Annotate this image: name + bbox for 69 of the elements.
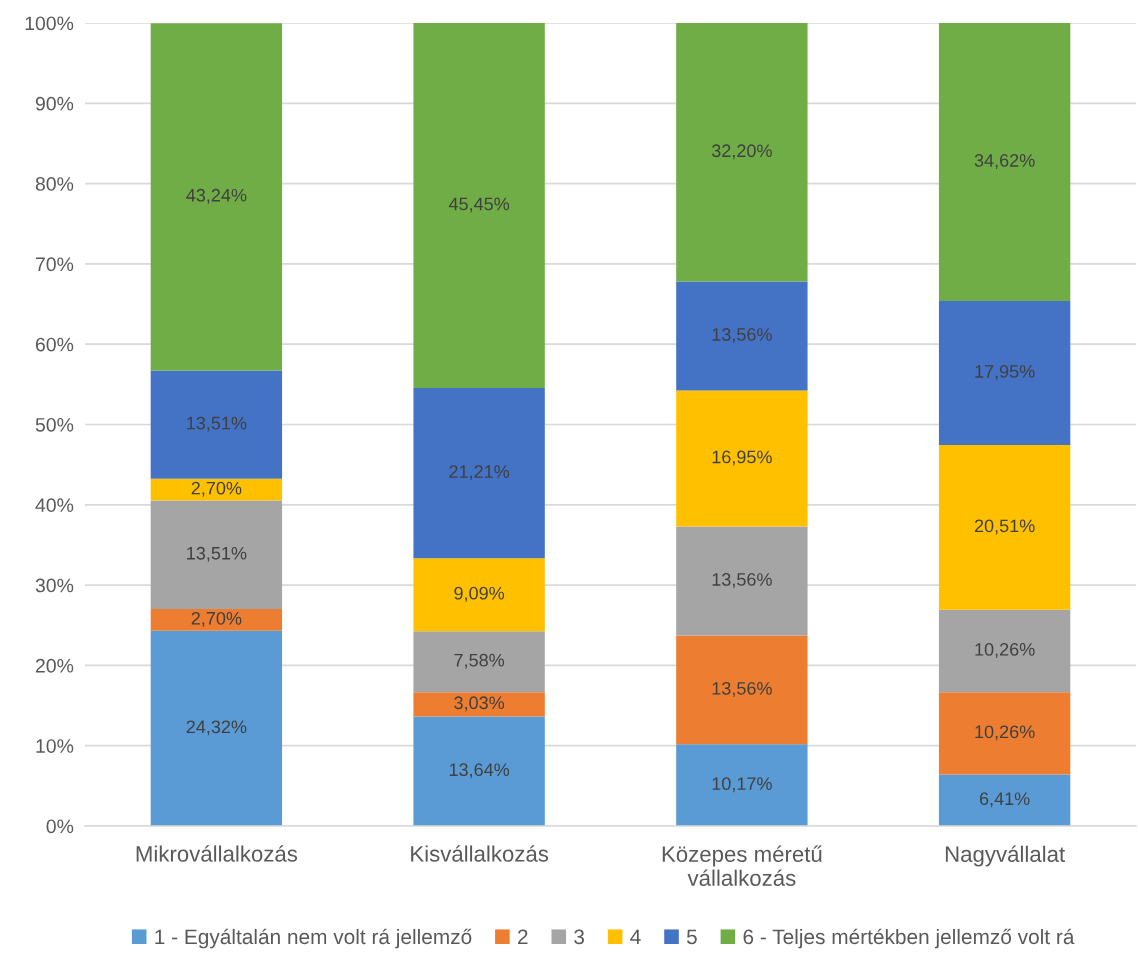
bar — [676, 635, 808, 745]
data-label: 13,56% — [712, 681, 772, 697]
bar — [676, 390, 808, 527]
legend-label: 5 — [686, 929, 697, 945]
x-tick-label: Közepes méretű vállalkozás — [662, 845, 822, 886]
y-tick-label: 80% — [35, 177, 74, 191]
x-tick-label: Nagyvállalat — [945, 845, 1065, 867]
data-label: 13,56% — [712, 573, 772, 588]
data-label: 10,17% — [712, 777, 772, 793]
bar — [938, 692, 1071, 775]
data-label: 17,95% — [975, 365, 1035, 380]
legend-label: 6 - Teljes mértékben jellemző volt rá — [743, 928, 1075, 949]
legend-label: 2 — [518, 929, 528, 945]
legend-label: 1 - Egyáltalán nem volt rá jellemző — [155, 928, 472, 949]
data-label: 9,09% — [454, 586, 505, 602]
bar — [413, 631, 545, 693]
data-label: 7,58% — [454, 653, 505, 669]
bar — [676, 744, 808, 826]
y-tick-label: 90% — [35, 96, 74, 111]
y-tick-label: 70% — [35, 257, 74, 272]
y-tick-label: 0% — [46, 819, 74, 834]
y-tick-label: 40% — [35, 498, 74, 513]
data-label: 45,45% — [448, 197, 510, 213]
bar — [413, 387, 545, 559]
data-label: 43,24% — [186, 188, 247, 204]
y-tick-label: 20% — [35, 658, 74, 673]
bar — [150, 23, 283, 371]
y-tick-label: 100% — [25, 16, 74, 31]
bar — [150, 500, 283, 610]
data-label: 3,03% — [454, 696, 505, 712]
data-label: 6,41% — [979, 792, 1030, 808]
bar — [413, 558, 545, 632]
bar — [938, 23, 1071, 301]
data-label: 13,51% — [187, 546, 247, 562]
bar — [150, 478, 283, 501]
data-label: 24,32% — [186, 720, 247, 736]
data-label: 2,70% — [191, 481, 242, 497]
bar — [676, 526, 808, 636]
x-tick-label: Kisvállalkozás — [411, 845, 549, 862]
bar — [150, 370, 283, 479]
bar — [150, 630, 283, 826]
data-label: 16,95% — [712, 450, 772, 466]
data-label: 2,70% — [191, 611, 242, 627]
data-label: 32,20% — [711, 144, 772, 160]
data-label: 34,62% — [974, 154, 1035, 169]
legend-label: 3 — [574, 929, 585, 945]
data-label: 20,51% — [974, 519, 1035, 535]
data-label: 13,64% — [449, 763, 510, 779]
legend-label: 4 — [630, 929, 641, 945]
bar — [676, 23, 808, 282]
data-label: 10,26% — [975, 643, 1035, 658]
y-tick-label: 50% — [35, 417, 74, 432]
bar — [938, 300, 1071, 446]
x-tick-label: Mikrovállalkozás — [136, 845, 298, 862]
data-label: 21,21% — [449, 465, 510, 481]
data-label: 10,26% — [975, 725, 1035, 741]
bar — [938, 445, 1071, 610]
data-label: 13,51% — [187, 416, 247, 432]
bar — [413, 23, 545, 388]
y-tick-label: 60% — [35, 337, 74, 352]
y-tick-label: 10% — [36, 739, 74, 753]
bar — [938, 774, 1071, 826]
data-label: 13,56% — [712, 328, 772, 343]
bar — [150, 609, 283, 631]
bar — [413, 692, 545, 717]
bar — [676, 281, 808, 391]
y-tick-label: 30% — [35, 578, 74, 593]
bar — [413, 716, 545, 826]
bar — [938, 609, 1071, 693]
